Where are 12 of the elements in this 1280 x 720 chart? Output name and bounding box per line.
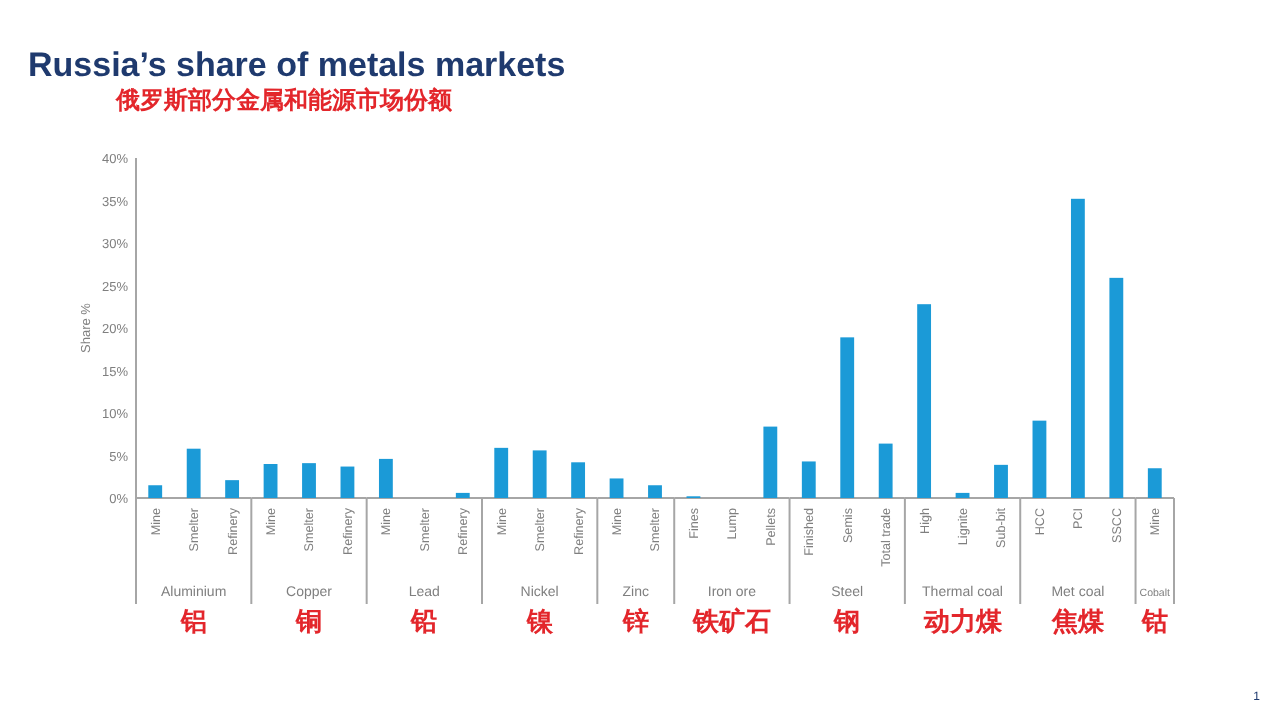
text: 铁矿石 xyxy=(690,606,771,636)
chart-title: Russia’s share of metals markets xyxy=(28,46,566,84)
text: 钢 xyxy=(832,606,861,636)
text: 铜 xyxy=(294,606,322,636)
text: 动力煤 xyxy=(921,606,1004,636)
chart-subtitle: 俄罗斯部分金属和能源市场份额 xyxy=(114,86,454,114)
text: 钴 xyxy=(1139,606,1168,636)
text: 锌 xyxy=(620,606,649,636)
text: 铅 xyxy=(409,606,438,636)
text: 焦煤 xyxy=(1049,606,1106,636)
text: 铝 xyxy=(178,606,207,636)
text: 镍 xyxy=(524,606,555,636)
